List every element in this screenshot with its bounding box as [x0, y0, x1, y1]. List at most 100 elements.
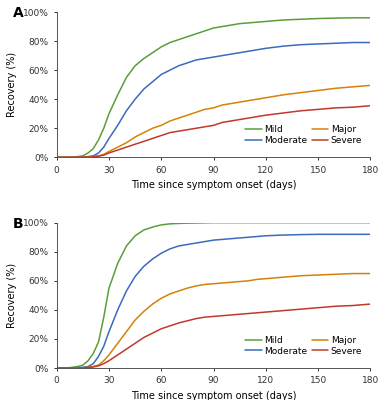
Major	[54, 155, 59, 160]
Major	[70, 366, 75, 370]
Severe	[237, 312, 242, 317]
Major	[255, 97, 259, 102]
Moderate	[81, 155, 85, 160]
Moderate	[351, 232, 355, 237]
Mild	[194, 31, 198, 36]
Severe	[333, 106, 338, 110]
Major	[368, 83, 373, 88]
Major	[194, 284, 198, 288]
Moderate	[246, 235, 251, 240]
Severe	[70, 155, 75, 160]
Line: Severe: Severe	[57, 304, 370, 368]
Mild	[101, 126, 106, 131]
Moderate	[91, 361, 96, 366]
Mild	[124, 244, 129, 248]
Severe	[81, 366, 85, 370]
Mild	[133, 63, 137, 68]
Major	[168, 118, 172, 123]
Moderate	[124, 288, 129, 293]
Y-axis label: Recovery (%): Recovery (%)	[7, 52, 17, 117]
Major	[86, 155, 90, 160]
Severe	[133, 341, 137, 346]
Moderate	[368, 232, 373, 237]
Severe	[211, 314, 216, 319]
Mild	[75, 154, 80, 159]
Mild	[96, 138, 101, 142]
Moderate	[107, 329, 111, 334]
Major	[220, 102, 225, 107]
Major	[101, 152, 106, 157]
Major	[237, 279, 242, 284]
Severe	[107, 150, 111, 155]
Moderate	[86, 154, 90, 159]
Mild	[237, 220, 242, 225]
Major	[91, 154, 96, 159]
Mild	[150, 50, 155, 55]
Mild	[255, 20, 259, 24]
Moderate	[255, 234, 259, 239]
Severe	[86, 365, 90, 370]
Moderate	[101, 145, 106, 150]
Moderate	[368, 40, 373, 45]
Severe	[168, 130, 172, 135]
Major	[60, 155, 64, 160]
Moderate	[101, 344, 106, 349]
Mild	[86, 358, 90, 363]
Severe	[281, 110, 285, 115]
Mild	[133, 233, 137, 238]
Severe	[263, 113, 268, 118]
Major	[70, 155, 75, 160]
Major	[203, 107, 207, 112]
Major	[86, 365, 90, 370]
Severe	[124, 145, 129, 150]
Moderate	[185, 242, 190, 247]
Moderate	[142, 264, 146, 269]
Moderate	[159, 251, 164, 256]
Moderate	[194, 58, 198, 62]
Moderate	[86, 364, 90, 369]
Moderate	[333, 41, 338, 46]
Severe	[60, 155, 64, 160]
Major	[159, 296, 164, 301]
Moderate	[133, 97, 137, 102]
Mild	[54, 366, 59, 370]
Mild	[142, 228, 146, 232]
Mild	[60, 155, 64, 160]
Severe	[316, 107, 321, 112]
Moderate	[316, 232, 321, 237]
Mild	[70, 155, 75, 160]
Severe	[177, 129, 181, 134]
Major	[115, 145, 120, 150]
Severe	[185, 318, 190, 323]
Mild	[316, 220, 321, 225]
Moderate	[229, 236, 233, 241]
Moderate	[96, 150, 101, 155]
Major	[142, 130, 146, 135]
Severe	[299, 307, 303, 312]
Line: Major: Major	[57, 274, 370, 368]
Mild	[96, 340, 101, 344]
Mild	[75, 364, 80, 369]
Severe	[115, 148, 120, 152]
Severe	[237, 117, 242, 122]
Major	[107, 352, 111, 357]
Major	[220, 280, 225, 285]
Major	[194, 110, 198, 115]
Moderate	[220, 237, 225, 242]
Major	[316, 273, 321, 278]
Moderate	[237, 236, 242, 240]
Moderate	[81, 365, 85, 370]
Moderate	[142, 87, 146, 92]
Moderate	[107, 136, 111, 141]
Moderate	[333, 232, 338, 237]
Moderate	[150, 79, 155, 84]
Major	[96, 363, 101, 368]
Moderate	[211, 238, 216, 242]
Mild	[211, 220, 216, 225]
Mild	[65, 155, 70, 160]
Mild	[115, 261, 120, 266]
Moderate	[255, 47, 259, 52]
Mild	[229, 220, 233, 225]
Mild	[159, 44, 164, 49]
Mild	[70, 365, 75, 370]
